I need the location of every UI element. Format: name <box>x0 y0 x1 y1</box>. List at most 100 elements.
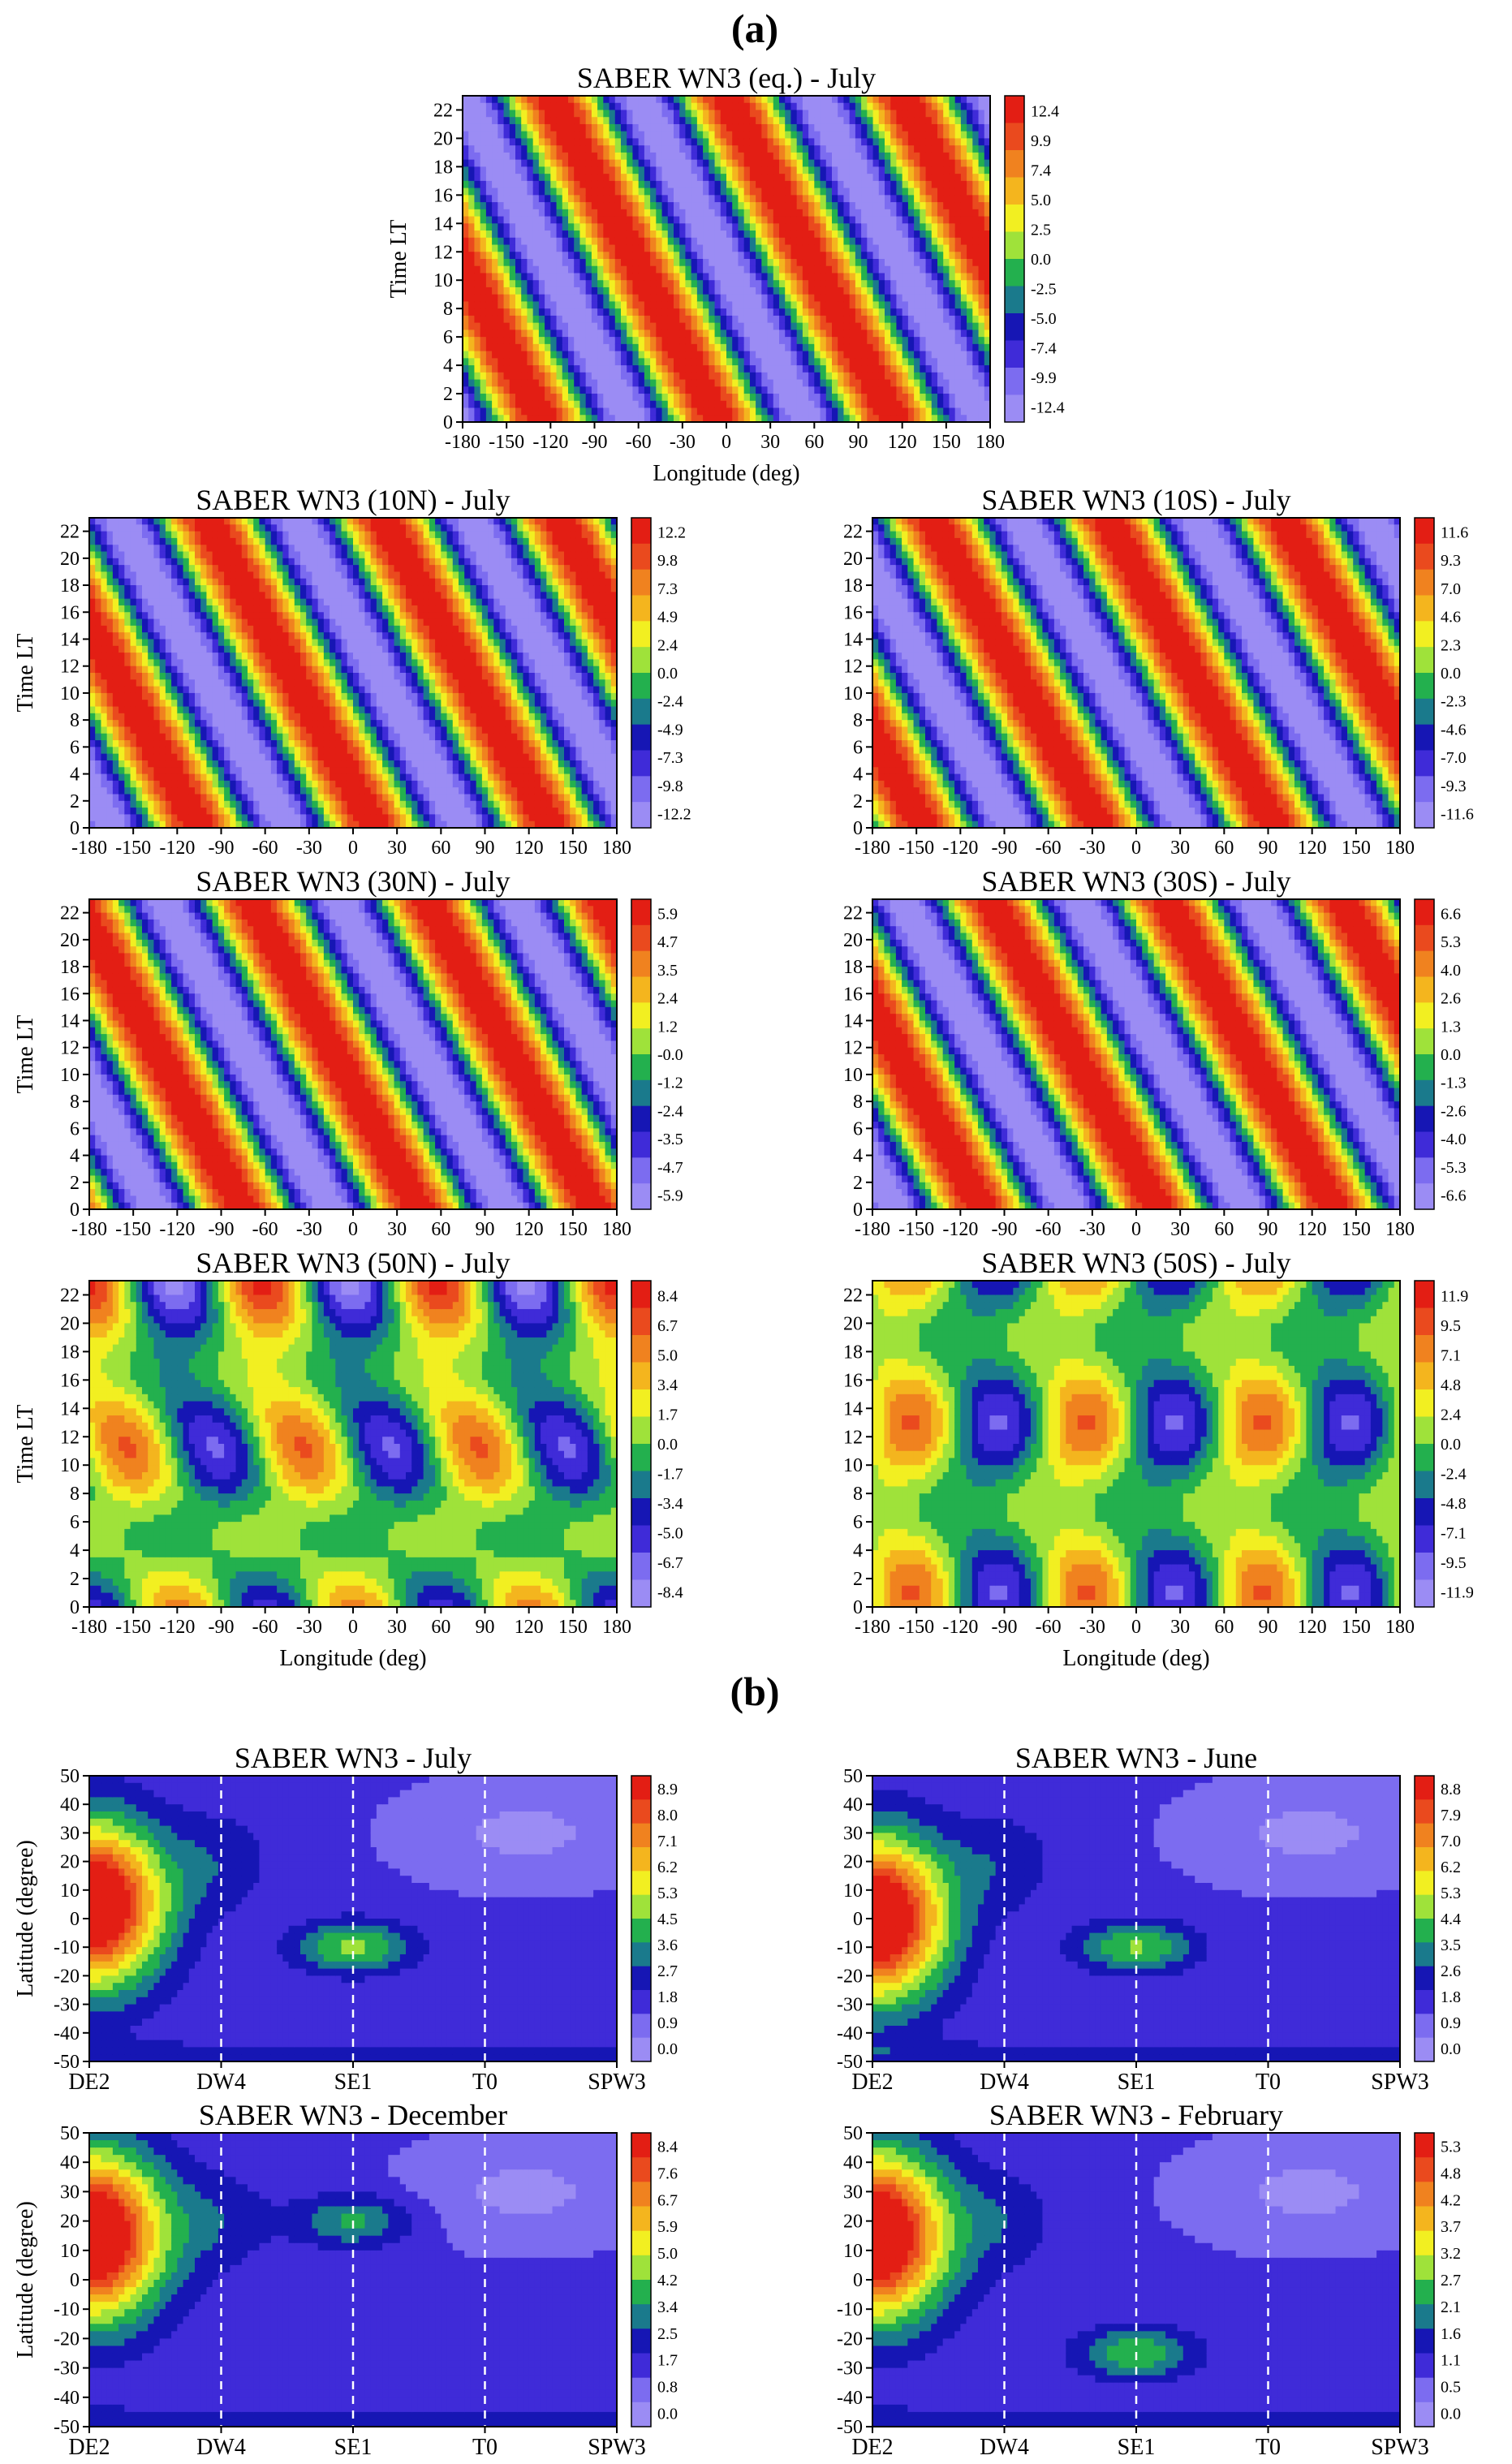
contour-cell <box>532 337 540 345</box>
contour-cell <box>614 110 622 118</box>
contour-cell <box>503 286 510 295</box>
contour-cell <box>790 386 798 394</box>
contour-cell <box>785 379 792 387</box>
contour-cell <box>556 294 563 303</box>
contour-cell <box>685 315 692 324</box>
contour-cell <box>165 571 172 579</box>
contour-cell <box>597 152 604 161</box>
contour-cell <box>159 773 166 782</box>
contour-cell <box>914 394 920 402</box>
contour-cell <box>585 138 592 146</box>
contour-cell <box>796 308 803 317</box>
contour-cell <box>738 117 745 125</box>
contour-cell <box>849 315 856 324</box>
contour-cell <box>136 524 143 532</box>
contour-cell <box>902 102 909 111</box>
contour-cell <box>538 131 545 140</box>
contour-cell <box>978 180 985 189</box>
contour-cell <box>907 343 915 352</box>
contour-cell <box>920 131 927 140</box>
contour-cell <box>738 358 745 366</box>
contour-cell <box>585 223 592 231</box>
contour-cell <box>585 280 592 288</box>
contour-cell <box>574 322 581 330</box>
contour-cell <box>960 294 967 303</box>
contour-cell <box>177 733 184 741</box>
contour-cell <box>124 794 131 802</box>
contour-cell <box>943 209 950 218</box>
contour-cell <box>474 244 481 252</box>
contour-cell <box>896 301 903 309</box>
contour-cell <box>95 780 102 788</box>
contour-cell <box>890 365 898 373</box>
contour-cell <box>562 123 569 132</box>
contour-cell <box>820 301 827 309</box>
contour-cell <box>855 315 862 324</box>
contour-cell <box>820 244 827 252</box>
contour-cell <box>749 209 756 218</box>
contour-cell <box>165 625 172 633</box>
contour-cell <box>920 280 927 288</box>
contour-cell <box>509 152 516 161</box>
contour-cell <box>925 102 933 111</box>
contour-cell <box>855 351 862 359</box>
contour-cell <box>843 187 851 196</box>
contour-cell <box>532 102 540 111</box>
contour-cell <box>978 230 985 239</box>
contour-cell <box>832 252 838 260</box>
contour-cell <box>907 415 915 422</box>
contour-cell <box>101 720 108 728</box>
contour-cell <box>597 286 604 295</box>
contour-cell <box>849 131 856 140</box>
contour-cell <box>732 110 739 118</box>
contour-cell <box>691 223 698 231</box>
contour-cell <box>709 259 716 267</box>
contour-cell <box>931 223 938 231</box>
contour-cell <box>509 237 516 246</box>
contour-cell <box>967 330 973 338</box>
contour-cell <box>943 386 950 394</box>
contour-cell <box>796 265 803 274</box>
contour-cell <box>644 301 651 309</box>
contour-cell <box>703 280 709 288</box>
contour-cell <box>550 202 558 210</box>
contour-cell <box>885 415 891 422</box>
contour-cell <box>603 343 610 352</box>
contour-cell <box>902 301 909 309</box>
contour-cell <box>545 123 551 132</box>
contour-cell <box>538 145 545 153</box>
contour-cell <box>498 407 505 416</box>
contour-cell <box>165 808 172 815</box>
contour-cell <box>849 187 856 196</box>
contour-cell <box>896 273 903 281</box>
contour-cell <box>632 138 640 146</box>
contour-cell <box>907 152 915 161</box>
contour-cell <box>538 237 545 246</box>
contour-cell <box>118 551 125 559</box>
contour-cell <box>931 145 938 153</box>
contour-cell <box>691 394 698 402</box>
contour-cell <box>732 365 739 373</box>
contour-cell <box>136 740 143 747</box>
contour-cell <box>825 273 833 281</box>
contour-cell <box>177 592 184 600</box>
contour-cell <box>568 273 575 281</box>
contour-cell <box>106 545 114 553</box>
contour-cell <box>498 195 505 203</box>
contour-cell <box>503 358 510 366</box>
contour-cell <box>796 259 803 267</box>
contour-cell <box>790 117 798 125</box>
contour-cell <box>931 343 938 352</box>
contour-cell <box>515 174 522 182</box>
contour-cell <box>159 571 166 579</box>
contour-cell <box>521 308 528 317</box>
contour-cell <box>153 787 161 795</box>
contour-cell <box>779 252 786 260</box>
contour-cell <box>585 152 592 161</box>
contour-cell <box>468 96 476 104</box>
contour-cell <box>861 259 868 267</box>
contour-cell <box>967 358 973 366</box>
contour-cell <box>597 223 604 231</box>
contour-cell <box>808 244 815 252</box>
contour-cell <box>984 252 990 260</box>
